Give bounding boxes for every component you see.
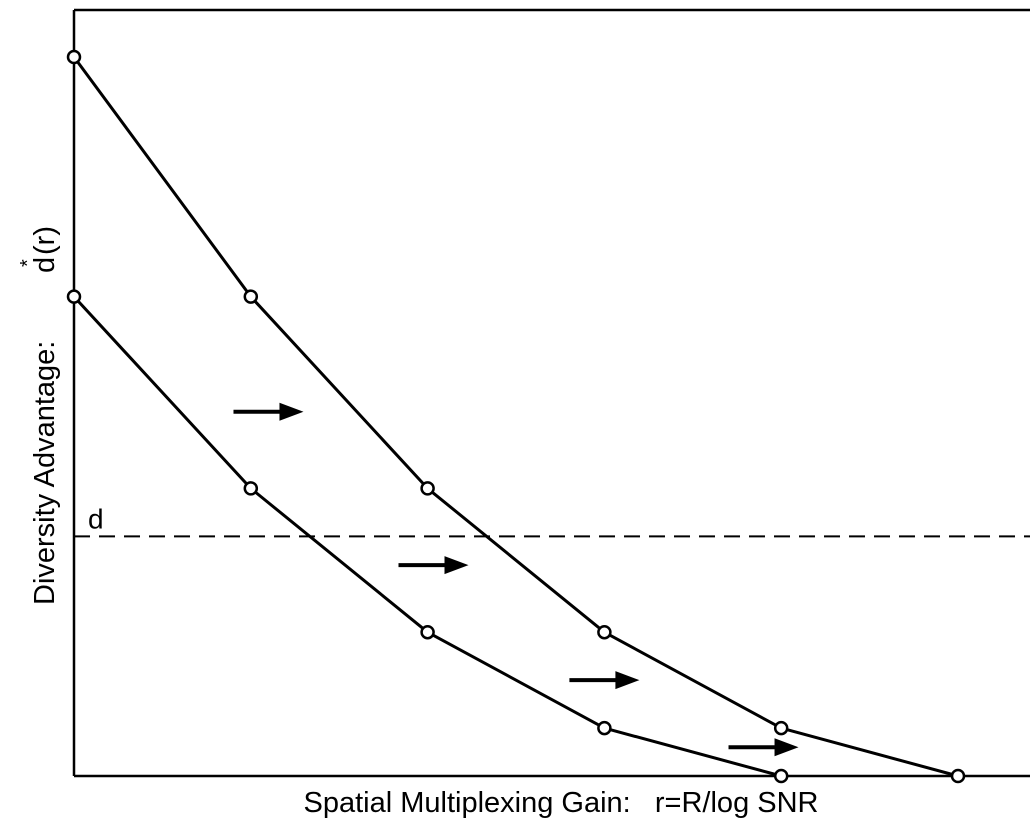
shift-arrow-head xyxy=(444,556,469,575)
shift-arrow xyxy=(398,556,469,575)
shift-arrow xyxy=(569,671,640,690)
series-2-point xyxy=(243,481,259,496)
shift-arrow xyxy=(233,402,304,421)
y-axis-label-symbol: d xyxy=(29,257,61,273)
series-1-point xyxy=(243,289,259,304)
series-layer xyxy=(66,49,966,784)
shift-arrow-head xyxy=(774,738,799,757)
y-axis-label-group: Diversity Advantage: d * (r) xyxy=(17,226,61,605)
reference-line-label: d xyxy=(88,503,104,534)
series-2-point xyxy=(597,720,612,736)
series-line-1 xyxy=(72,56,959,778)
shift-arrow-head xyxy=(279,402,304,421)
y-axis-label: Diversity Advantage: xyxy=(29,341,61,605)
shift-arrow xyxy=(728,738,799,757)
series-1-point xyxy=(950,768,966,784)
y-axis-label-arg: (r) xyxy=(29,226,61,255)
x-axis-label: Spatial Multiplexing Gain: r=R/log SNR xyxy=(304,787,819,819)
series-1-point xyxy=(773,720,789,736)
shift-arrow-head xyxy=(615,671,640,690)
y-axis-label-superscript: * xyxy=(17,259,39,267)
series-2-point xyxy=(773,768,789,784)
series-2-point xyxy=(66,289,82,304)
series-2-point xyxy=(420,624,435,640)
series-1-point xyxy=(597,624,612,640)
series-1-point xyxy=(66,49,82,65)
series-1-point xyxy=(420,481,435,496)
plot-frame xyxy=(72,8,1030,778)
arrow-layer xyxy=(233,402,799,757)
